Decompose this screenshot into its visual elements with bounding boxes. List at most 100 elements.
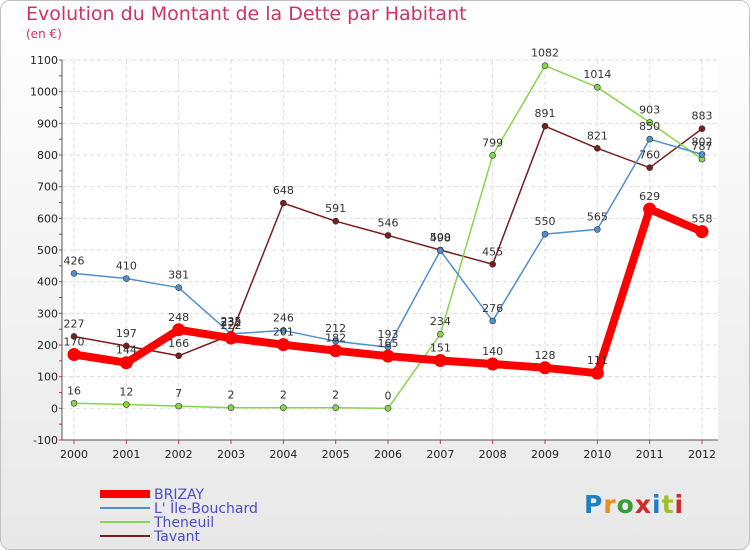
data-point <box>489 317 496 325</box>
legend-label: Theneuil <box>153 515 214 531</box>
data-point <box>489 152 496 159</box>
data-label: 151 <box>430 342 451 355</box>
data-point <box>541 122 549 130</box>
data-label: 276 <box>482 302 503 315</box>
x-tick-label: 2008 <box>479 448 507 461</box>
data-point <box>594 145 601 152</box>
data-label: 2 <box>280 389 287 402</box>
y-tick-label: 900 <box>37 117 58 130</box>
data-point <box>437 330 444 338</box>
data-label: 170 <box>64 336 85 349</box>
x-tick-label: 2004 <box>269 448 297 461</box>
data-point <box>698 125 706 133</box>
data-point <box>698 151 706 158</box>
data-point <box>437 247 444 254</box>
data-point <box>280 199 287 207</box>
data-label: 821 <box>587 129 608 142</box>
data-point <box>280 404 287 412</box>
data-point <box>332 404 339 412</box>
data-label: 850 <box>639 120 660 133</box>
y-tick-label: 600 <box>37 212 58 225</box>
data-point <box>646 119 653 126</box>
y-axis: -100 0 100 200 300 400 500 600 700 800 900 1000 1100 <box>30 54 63 447</box>
data-label: 232 <box>221 316 242 329</box>
data-point <box>695 225 709 239</box>
y-tick-label: 400 <box>37 276 58 289</box>
data-label: 111 <box>587 354 608 367</box>
data-label: 629 <box>639 190 660 203</box>
data-label: 246 <box>273 311 294 324</box>
x-tick-label: 2003 <box>217 448 245 461</box>
x-tick-label: 2009 <box>531 448 559 461</box>
legend-label: L' Île-Bouchard <box>154 499 258 517</box>
data-point <box>384 405 392 412</box>
y-tick-label: 1100 <box>30 54 58 67</box>
data-label: 2 <box>228 389 235 402</box>
data-label: 140 <box>482 345 503 358</box>
data-label: 787 <box>692 140 713 153</box>
data-label: 500 <box>430 231 451 244</box>
data-point <box>541 230 549 238</box>
chart-title: Evolution du Montant de la Dette par Hab… <box>26 3 467 25</box>
data-label: 883 <box>692 110 713 123</box>
data-label: 144 <box>116 344 137 357</box>
x-tick-label: 2002 <box>165 448 193 461</box>
data-label: 648 <box>273 184 294 197</box>
data-point <box>276 338 290 352</box>
data-point <box>643 202 657 216</box>
data-label: 212 <box>325 322 346 335</box>
data-point <box>67 348 81 361</box>
x-tick-label: 2006 <box>374 448 402 461</box>
data-point <box>381 349 395 363</box>
data-label: 128 <box>535 349 556 362</box>
data-label: 193 <box>378 328 399 341</box>
data-label: 227 <box>64 317 85 330</box>
data-label: 248 <box>168 311 189 324</box>
data-point <box>70 333 78 340</box>
y-tick-label: 100 <box>37 371 58 384</box>
y-tick-label: 0 <box>51 402 58 415</box>
proxiti-logo: Proxiti <box>584 490 685 519</box>
data-point <box>119 356 133 370</box>
x-tick-label: 2005 <box>322 448 350 461</box>
data-point <box>489 260 496 268</box>
data-point <box>538 361 552 375</box>
data-point <box>123 342 130 350</box>
data-point <box>384 232 392 239</box>
data-label: 182 <box>325 332 346 345</box>
data-label: 802 <box>692 135 713 148</box>
data-label: 546 <box>378 216 399 229</box>
x-tick-label: 2010 <box>583 448 611 461</box>
data-label: 234 <box>430 315 451 328</box>
data-point <box>646 164 653 171</box>
data-point <box>123 275 130 282</box>
data-label: 550 <box>535 215 556 228</box>
data-label: 12 <box>119 386 133 399</box>
data-label: 558 <box>692 213 713 226</box>
data-label: 165 <box>378 337 399 350</box>
legend-label: BRIZAY <box>154 487 205 503</box>
data-label: 1082 <box>531 47 559 60</box>
y-tick-label: 300 <box>37 307 58 320</box>
data-point <box>594 83 601 91</box>
data-point <box>175 402 182 410</box>
data-point <box>123 401 130 408</box>
data-point <box>486 357 500 371</box>
data-label: 410 <box>116 260 137 273</box>
data-label: 591 <box>325 202 346 215</box>
data-point <box>590 366 604 380</box>
data-label: 222 <box>221 319 242 332</box>
grid <box>62 59 718 441</box>
data-label: 760 <box>639 149 660 162</box>
data-point <box>175 352 182 360</box>
x-tick-label: 2011 <box>636 448 664 461</box>
data-point <box>70 399 78 407</box>
data-label: 0 <box>385 389 392 402</box>
y-tick-label: 500 <box>37 244 58 257</box>
y-tick-label: 1000 <box>30 86 58 99</box>
data-point <box>224 331 238 345</box>
data-label: 903 <box>639 103 660 116</box>
data-point <box>280 327 287 334</box>
